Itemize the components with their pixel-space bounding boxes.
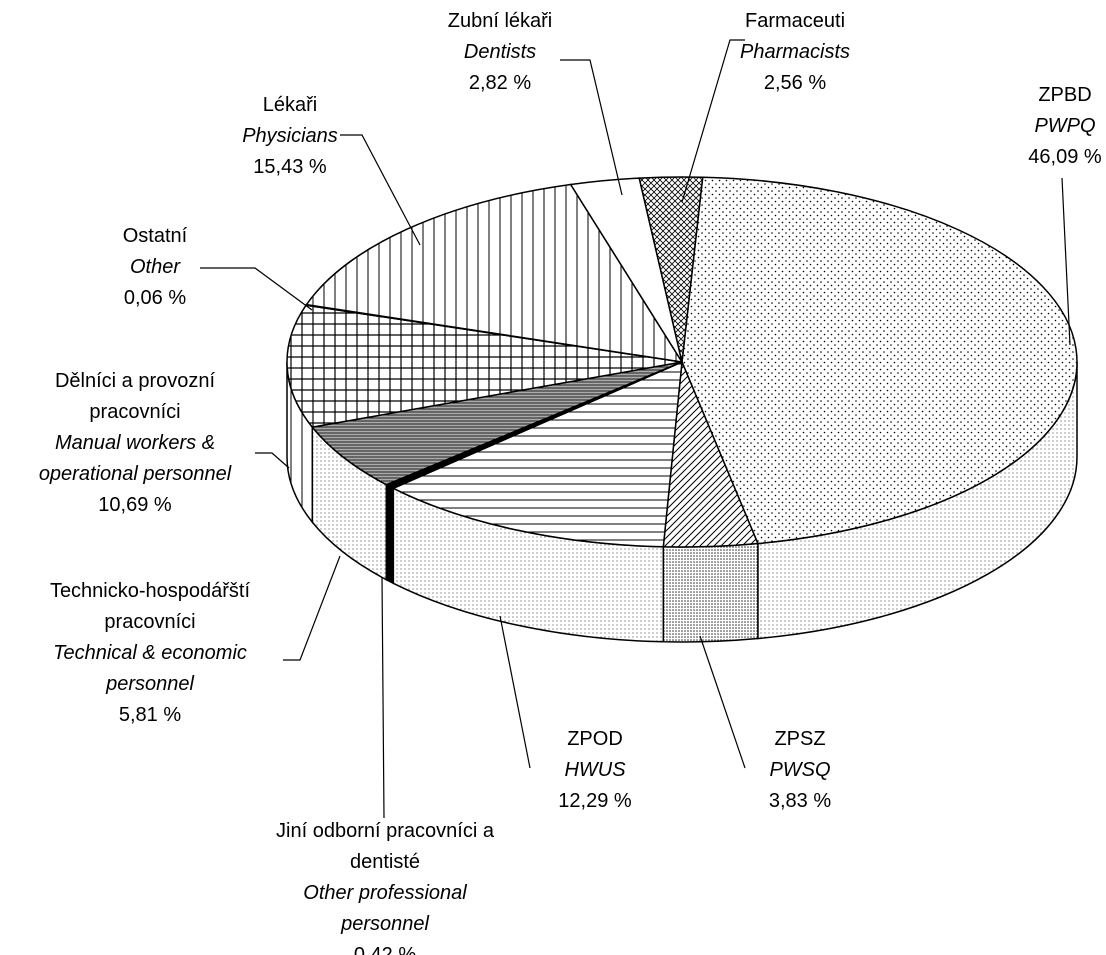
- leader-line: [560, 59, 623, 196]
- label-cz: Jiní odborní pracovníci a dentisté: [276, 820, 494, 873]
- label-cz: ZPBD: [1038, 84, 1092, 106]
- label-en: Dentists: [463, 41, 537, 63]
- slice-label: Technicko-hospodářští pracovníci Technica…: [30, 576, 270, 731]
- slice-label: ZPOD HWUS 12,29 %: [535, 724, 655, 817]
- leader-line: [499, 615, 531, 769]
- leader-line: [381, 576, 385, 819]
- slice: [310, 361, 683, 486]
- slice: [391, 360, 683, 548]
- slice-label: Ostatní Other 0,06 %: [95, 221, 215, 314]
- slice-label: ZPBD PWPQ 46,09 %: [1005, 80, 1106, 173]
- value-label: 2,82 %: [468, 72, 532, 94]
- label-cz: ZPOD: [567, 728, 623, 750]
- label-en: Other professional personnel: [303, 882, 467, 935]
- label-cz: Technicko-hospodářští pracovníci: [49, 580, 251, 633]
- slice-label: ZPSZ PWSQ 3,83 %: [740, 724, 860, 817]
- slice: [305, 183, 684, 363]
- label-en: Technical & economic personnel: [53, 642, 247, 695]
- label-cz: Lékaři: [262, 94, 318, 116]
- label-en: PWPQ: [1034, 115, 1096, 137]
- label-en: Other: [129, 256, 181, 278]
- label-cz: ZPSZ: [774, 728, 826, 750]
- leader-line: [1061, 177, 1071, 346]
- slice-label: Dělníci a provozní pracovníci Manual work…: [10, 366, 260, 521]
- value-label: 0,06 %: [123, 287, 187, 309]
- slice-label: Jiní odborní pracovníci a dentisté Other …: [273, 816, 498, 955]
- label-en: Pharmacists: [739, 41, 851, 63]
- label-en: HWUS: [564, 759, 626, 781]
- label-cz: Ostatní: [122, 225, 188, 247]
- leader-line: [340, 134, 421, 246]
- label-en: PWSQ: [769, 759, 831, 781]
- slice: [286, 304, 683, 428]
- leader-line: [283, 555, 341, 661]
- value-label: 0,42 %: [353, 944, 417, 955]
- value-label: 5,81 %: [118, 704, 182, 726]
- slice: [638, 176, 704, 363]
- value-label: 3,83 %: [768, 790, 832, 812]
- slice-side: [662, 542, 759, 643]
- slice-label: Zubní lékaři Dentists 2,82 %: [430, 6, 570, 99]
- value-label: 2,56 %: [763, 72, 827, 94]
- slice-label: Farmaceuti Pharmacists 2,56 %: [725, 6, 865, 99]
- label-cz: Farmaceuti: [744, 10, 846, 32]
- slice-label: Lékaři Physicians 15,43 %: [220, 90, 360, 183]
- label-cz: Dělníci a provozní pracovníci: [54, 370, 216, 423]
- value-label: 12,29 %: [558, 790, 632, 812]
- value-label: 15,43 %: [253, 156, 327, 178]
- slice-side: [385, 483, 395, 585]
- value-label: 46,09 %: [1028, 146, 1102, 168]
- slice: [681, 176, 1078, 545]
- label-en: Physicians: [242, 125, 338, 147]
- value-label: 10,69 %: [98, 494, 172, 516]
- leader-line: [699, 635, 746, 769]
- label-en: Manual workers & operational personnel: [38, 432, 232, 485]
- leader-line: [200, 267, 313, 311]
- label-cz: Zubní lékaři: [447, 10, 553, 32]
- leader-line: [255, 452, 290, 469]
- leader-line: [681, 39, 745, 203]
